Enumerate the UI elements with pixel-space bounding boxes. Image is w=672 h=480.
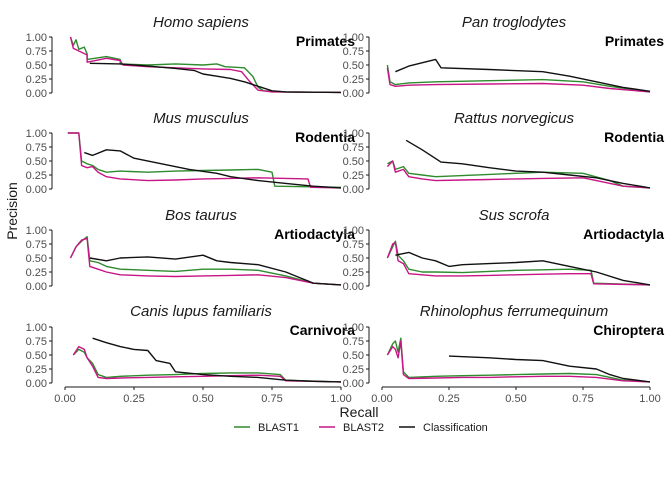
legend-label-blast1: BLAST1 <box>258 422 299 434</box>
y-tick-label: 0.75 <box>26 336 47 348</box>
y-tick-label: 0.25 <box>343 267 364 279</box>
panel-order-label: Primates <box>296 33 355 49</box>
y-tick-label: 1.00 <box>26 32 47 44</box>
legend-label-classification: Classification <box>423 422 488 434</box>
y-tick-label: 0.25 <box>26 170 47 182</box>
panel-title: Canis lupus familiaris <box>130 303 272 320</box>
panel-order-label: Carnivora <box>290 322 356 338</box>
panel-order-label: Artiodactyla <box>274 226 355 242</box>
y-tick-label: 0.50 <box>343 156 364 168</box>
x-tick-label: 0.75 <box>261 393 282 405</box>
y-tick-label: 0.50 <box>26 253 47 265</box>
series-line-classification <box>84 149 342 189</box>
series-line-blast1 <box>67 132 342 188</box>
y-tick-label: 0.25 <box>26 267 47 279</box>
y-tick-label: 0.00 <box>26 378 47 390</box>
panel-title: Sus scrofa <box>479 207 550 224</box>
y-tick-label: 1.00 <box>343 128 364 140</box>
series-line-classification <box>395 251 651 286</box>
x-tick-label: 0.00 <box>371 393 392 405</box>
y-tick-label: 0.75 <box>343 46 364 58</box>
y-tick-label: 0.50 <box>26 350 47 362</box>
x-tick-label: 1.00 <box>639 393 660 405</box>
y-tick-label: 0.00 <box>343 378 364 390</box>
series-line-classification <box>395 58 651 92</box>
y-tick-label: 0.50 <box>343 60 364 72</box>
panel-title: Bos taurus <box>165 207 237 224</box>
series-line-classification <box>89 254 342 286</box>
panel-order-label: Rodentia <box>604 129 664 145</box>
series-line-blast2 <box>69 237 342 286</box>
y-tick-label: 0.75 <box>26 142 47 154</box>
y-tick-label: 0.75 <box>343 336 364 348</box>
y-tick-label: 0.00 <box>26 184 47 196</box>
x-axis-title: Recall <box>340 404 379 420</box>
y-tick-label: 0.25 <box>26 364 47 376</box>
panel-title: Mus musculus <box>153 110 249 127</box>
y-tick-label: 0.50 <box>26 156 47 168</box>
series-line-blast2 <box>67 132 342 189</box>
y-tick-label: 0.50 <box>343 350 364 362</box>
series-line-blast1 <box>386 240 651 286</box>
y-tick-label: 0.00 <box>26 88 47 100</box>
panel-title: Rattus norvegicus <box>454 110 575 127</box>
y-tick-label: 0.75 <box>26 239 47 251</box>
x-tick-label: 0.50 <box>192 393 213 405</box>
series-line-blast2 <box>386 160 651 189</box>
y-tick-label: 1.00 <box>343 225 364 237</box>
y-tick-label: 0.00 <box>26 281 47 293</box>
y-tick-label: 1.00 <box>343 32 364 44</box>
panel-order-label: Primates <box>605 33 664 49</box>
y-tick-label: 0.25 <box>26 74 47 86</box>
panel-order-label: Artiodactyla <box>583 226 664 242</box>
series-line-blast1 <box>72 348 342 383</box>
y-tick-label: 0.25 <box>343 364 364 376</box>
series-line-blast1 <box>69 36 342 94</box>
series-line-blast2 <box>386 340 651 383</box>
y-tick-label: 0.00 <box>343 88 364 100</box>
panel-order-label: Chiroptera <box>593 322 664 338</box>
y-tick-label: 0.25 <box>343 74 364 86</box>
y-tick-label: 0.75 <box>343 142 364 154</box>
series-line-blast1 <box>386 337 651 383</box>
panel-title: Homo sapiens <box>153 14 249 31</box>
series-line-blast1 <box>386 64 651 93</box>
y-axis-title: Precision <box>4 182 20 240</box>
y-tick-label: 1.00 <box>26 322 47 334</box>
x-tick-label: 0.75 <box>572 393 593 405</box>
panel-title: Rhinolophus ferrumequinum <box>420 303 608 320</box>
y-tick-label: 0.50 <box>26 60 47 72</box>
panel-order-label: Rodentia <box>295 129 355 145</box>
y-tick-label: 0.75 <box>26 46 47 58</box>
series-line-blast2 <box>386 241 651 286</box>
y-tick-label: 1.00 <box>26 128 47 140</box>
x-tick-label: 0.25 <box>123 393 144 405</box>
y-tick-label: 1.00 <box>26 225 47 237</box>
legend-label-blast2: BLAST2 <box>343 422 384 434</box>
panel-title: Pan troglodytes <box>462 14 567 31</box>
y-tick-label: 0.00 <box>343 281 364 293</box>
y-tick-label: 0.25 <box>343 170 364 182</box>
y-tick-label: 1.00 <box>343 322 364 334</box>
series-line-blast2 <box>386 67 651 93</box>
x-tick-label: 1.00 <box>330 393 351 405</box>
series-line-classification <box>92 337 342 383</box>
series-line-blast2 <box>72 345 342 383</box>
x-tick-label: 0.25 <box>438 393 459 405</box>
series-line-classification <box>448 355 651 383</box>
y-tick-label: 0.75 <box>343 239 364 251</box>
x-tick-label: 0.00 <box>54 393 75 405</box>
x-tick-label: 0.50 <box>505 393 526 405</box>
series-line-classification <box>405 139 651 189</box>
y-tick-label: 0.50 <box>343 253 364 265</box>
series-line-classification <box>89 62 342 94</box>
y-tick-label: 0.00 <box>343 184 364 196</box>
